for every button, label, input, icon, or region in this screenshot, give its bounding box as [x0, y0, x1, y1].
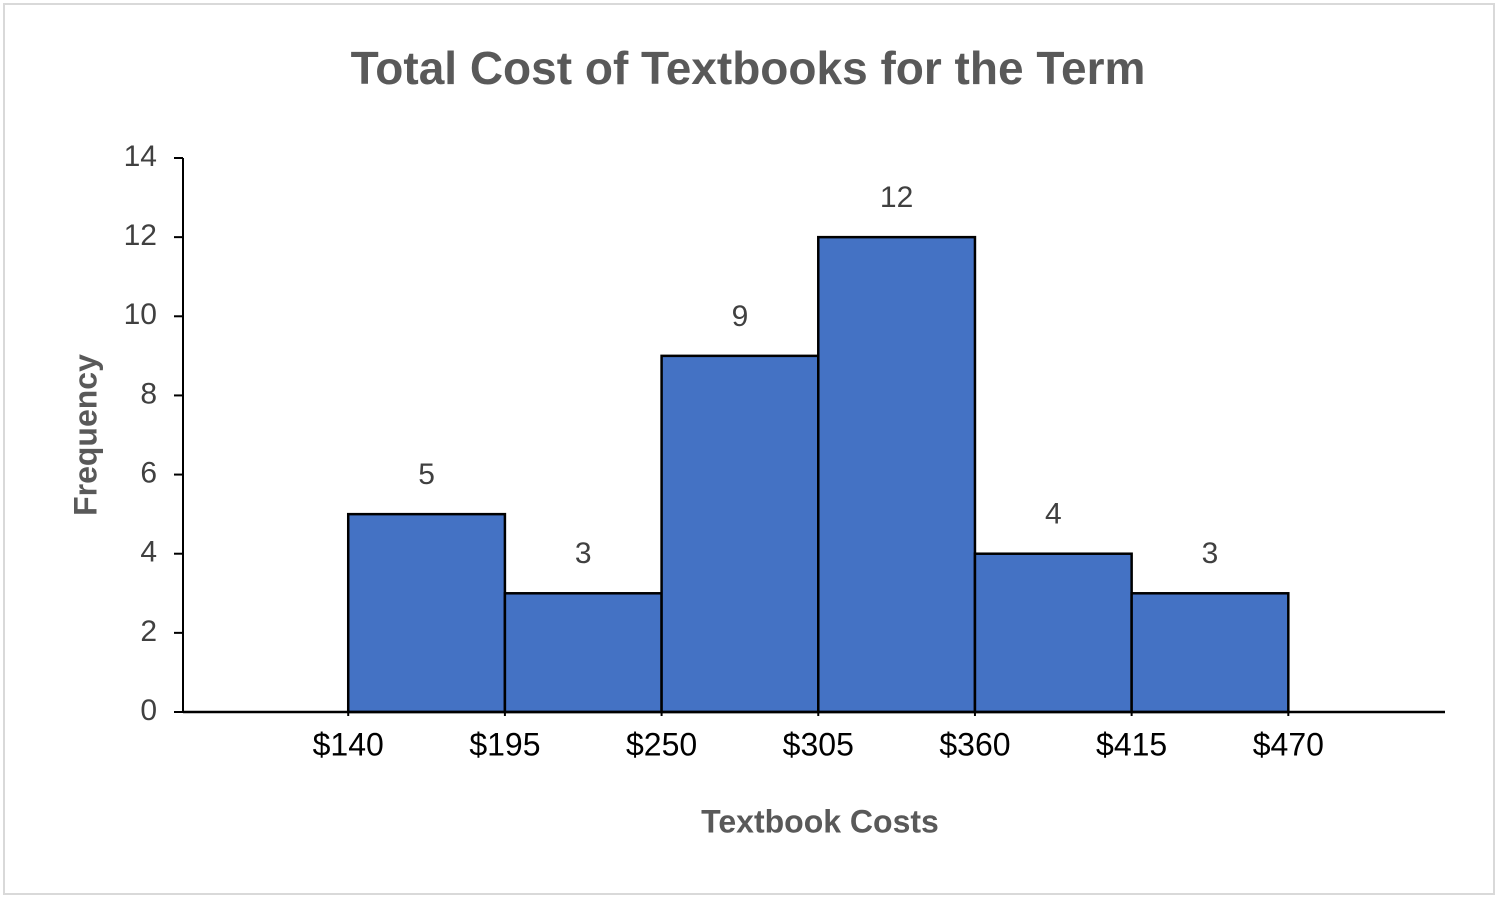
x-tick-label: $305: [783, 726, 854, 762]
bar: [503, 592, 663, 714]
y-tick-label: 6: [140, 456, 157, 489]
bar: [660, 354, 820, 714]
bar: [817, 235, 977, 714]
y-tick-label: 10: [124, 298, 157, 331]
x-axis-label: Textbook Costs: [701, 803, 939, 839]
x-tick-label: $415: [1096, 726, 1167, 762]
data-label: 12: [880, 181, 913, 214]
y-tick-label: 14: [124, 140, 157, 173]
y-tick-label: 12: [124, 219, 157, 252]
x-tick-label: $195: [469, 726, 540, 762]
y-tick-label: 8: [140, 377, 157, 410]
chart-title: Total Cost of Textbooks for the Term: [351, 42, 1146, 94]
x-tick-label: $250: [626, 726, 697, 762]
y-tick-label: 0: [140, 694, 157, 727]
y-axis-label: Frequency: [67, 354, 103, 516]
data-label: 4: [1045, 498, 1062, 531]
y-tick-label: 2: [140, 615, 157, 648]
bar: [1130, 592, 1290, 714]
bar: [973, 552, 1133, 714]
y-tick-label: 4: [140, 536, 157, 569]
data-label: 3: [1202, 537, 1219, 570]
x-tick-label: $470: [1253, 726, 1324, 762]
data-label: 9: [732, 300, 749, 333]
x-tick-label: $360: [939, 726, 1010, 762]
x-tick-label: $140: [313, 726, 384, 762]
data-label: 5: [418, 458, 435, 491]
bar: [346, 512, 507, 714]
data-label: 3: [575, 537, 592, 570]
